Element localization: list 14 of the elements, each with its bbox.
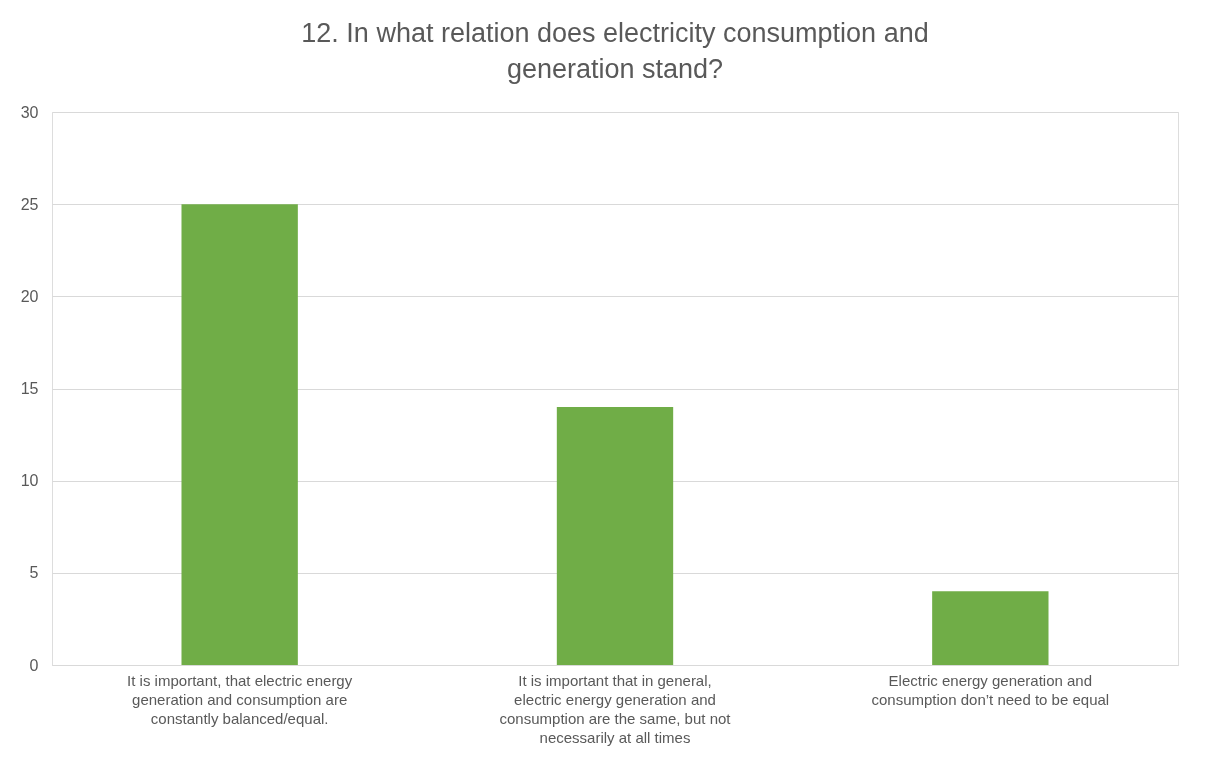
y-tick-label: 0 (29, 656, 39, 674)
bar (932, 591, 1049, 665)
y-tick-label: 25 (20, 195, 39, 213)
x-tick-label: It is important, that electric energy generation and consumption are constantly balanced/equal. (127, 671, 353, 727)
bar (181, 204, 298, 665)
y-tick-label: 20 (20, 287, 39, 305)
y-tick-label: 30 (20, 103, 39, 121)
chart-title: 12. In what relation does electricity consumption and generation stand? (301, 18, 929, 84)
x-tick-label: It is important that in general, electric energy generation and consumption are the same, but not necessarily at all times (499, 671, 732, 746)
x-tick-label: Electric energy generation and consumption don’t need to be equal (871, 671, 1110, 708)
y-tick-label: 15 (20, 380, 39, 397)
y-tick-label: 10 (20, 472, 39, 490)
y-tick-label: 5 (29, 564, 39, 582)
bar (556, 406, 674, 665)
